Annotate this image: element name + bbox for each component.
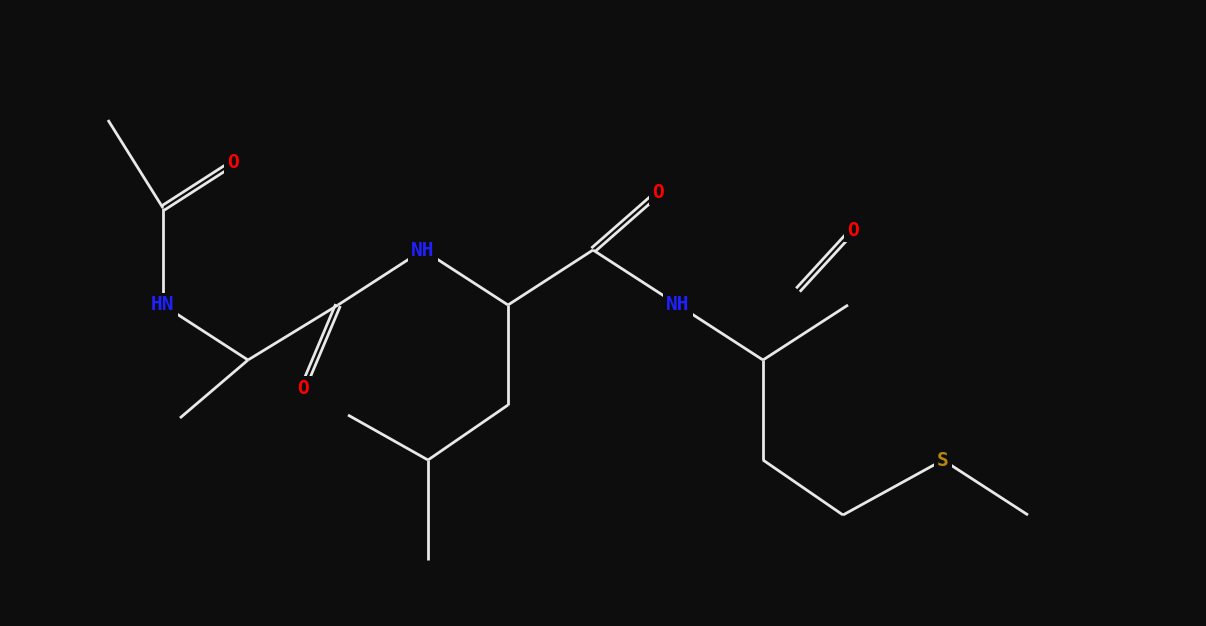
Text: O: O (847, 220, 859, 240)
Text: S: S (937, 451, 949, 470)
Text: O: O (227, 153, 239, 173)
Text: NH: NH (411, 240, 434, 260)
Text: O: O (297, 379, 309, 398)
Text: O: O (652, 183, 663, 202)
Text: NH: NH (666, 295, 690, 314)
Text: HN: HN (151, 295, 175, 314)
